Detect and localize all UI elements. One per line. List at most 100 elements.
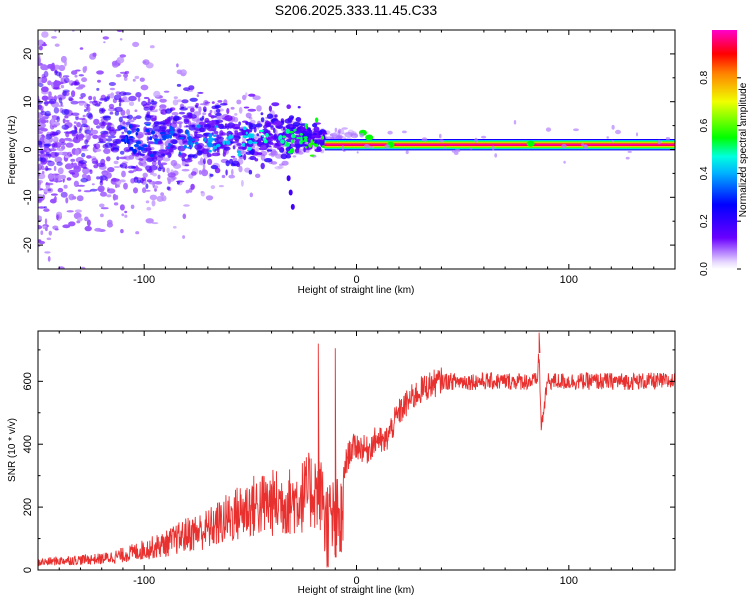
spectral-peak	[213, 134, 217, 137]
spectral-blob	[213, 130, 219, 135]
spectral-blob	[120, 229, 124, 234]
spectral-blob	[38, 82, 44, 88]
spectral-peak	[247, 147, 252, 151]
spectral-blob	[222, 117, 231, 120]
spectral-blob	[232, 157, 238, 161]
spectral-blob	[208, 120, 216, 127]
spectral-blob	[177, 129, 181, 135]
spectral-peak	[299, 133, 303, 136]
spectral-blob	[103, 148, 111, 155]
spectral-peak	[187, 146, 191, 149]
spectral-blob	[249, 192, 253, 198]
spectral-blob	[255, 173, 261, 178]
spectral-peak	[159, 131, 166, 135]
spectral-blob	[111, 60, 118, 66]
spectral-blob	[286, 175, 291, 182]
spectral-blob	[134, 109, 138, 112]
spectral-blob	[63, 137, 72, 141]
spectral-blob	[194, 133, 204, 138]
spectral-blob	[268, 105, 272, 112]
spectral-blob	[41, 43, 47, 47]
spectral-peak	[187, 140, 192, 146]
spectral-blob	[286, 104, 292, 109]
spectral-blob	[306, 133, 313, 139]
spectral-blob	[451, 149, 456, 153]
spectral-blob	[210, 115, 215, 119]
spectral-blob	[151, 199, 156, 207]
spectral-blob	[184, 164, 190, 167]
spectral-blob	[53, 137, 59, 142]
spectral-blob	[243, 106, 250, 109]
spectral-blob	[211, 132, 214, 136]
spectral-blob	[48, 282, 55, 286]
spectral-peak	[161, 135, 167, 139]
spectral-blob	[285, 125, 291, 129]
spectral-blob	[108, 82, 116, 86]
spectral-blob	[160, 192, 165, 197]
spectral-blob	[80, 177, 88, 183]
spectral-blob	[225, 169, 228, 176]
spectral-blob	[138, 158, 144, 161]
spectral-blob	[38, 104, 42, 110]
spectral-blob	[84, 139, 89, 145]
spectral-peak	[150, 130, 156, 135]
spectral-blob	[44, 218, 48, 225]
spectral-peak	[120, 126, 126, 130]
spectral-blob	[250, 148, 255, 155]
spectral-peak	[196, 124, 201, 129]
spectral-blob	[100, 191, 107, 197]
spectral-blob	[245, 112, 252, 119]
spectral-blob	[573, 128, 579, 132]
spectral-blob	[84, 216, 89, 222]
spectral-blob	[127, 119, 135, 123]
spectral-blob	[203, 109, 207, 112]
spectral-blob	[189, 114, 197, 119]
spectral-blob	[453, 151, 459, 155]
snr-xtick-label: 100	[560, 575, 578, 587]
spectral-blob	[606, 136, 609, 139]
spectral-peak	[321, 145, 326, 149]
spectral-blob	[116, 184, 120, 188]
spectral-blob	[58, 97, 63, 104]
spectral-peak	[265, 133, 269, 138]
spectral-blob	[274, 166, 283, 170]
spectral-peak	[212, 145, 218, 150]
spectral-blob	[63, 131, 72, 134]
spectral-peak	[165, 134, 171, 139]
spectral-blob	[494, 153, 498, 158]
spectral-blob	[56, 115, 60, 122]
spectral-blob	[665, 137, 671, 141]
spectral-blob	[288, 189, 293, 196]
spectral-blob	[41, 95, 49, 101]
spectral-blob	[122, 96, 128, 101]
spectral-blob	[38, 239, 42, 243]
spectral-blob	[162, 157, 171, 162]
spectral-blob	[46, 237, 52, 241]
spectral-blob	[149, 106, 156, 111]
spectral-blob	[158, 164, 164, 170]
spectrogram-ytick-label: 10	[22, 96, 34, 108]
spectral-blob	[273, 120, 282, 127]
spectral-blob	[150, 100, 158, 105]
spectral-blob	[290, 125, 293, 128]
spectral-blob	[350, 133, 354, 136]
spectral-blob	[87, 135, 91, 141]
spectral-blob	[78, 133, 85, 139]
spectral-peak	[149, 153, 154, 158]
spectral-blob	[123, 76, 128, 81]
spectral-blob	[68, 221, 76, 227]
spectral-peak	[242, 126, 247, 131]
spectral-blob	[270, 152, 276, 158]
spectral-blob	[93, 96, 96, 101]
spectral-blob	[109, 87, 116, 91]
spectral-blob	[57, 167, 64, 175]
spectral-peak	[207, 142, 213, 148]
spectral-blob	[54, 142, 58, 149]
spectral-blob	[581, 143, 585, 146]
spectral-blob	[293, 143, 303, 148]
spectral-blob	[123, 73, 129, 78]
spectral-blob	[172, 226, 177, 229]
spectral-blob	[611, 124, 615, 130]
spectral-peak	[183, 144, 187, 149]
